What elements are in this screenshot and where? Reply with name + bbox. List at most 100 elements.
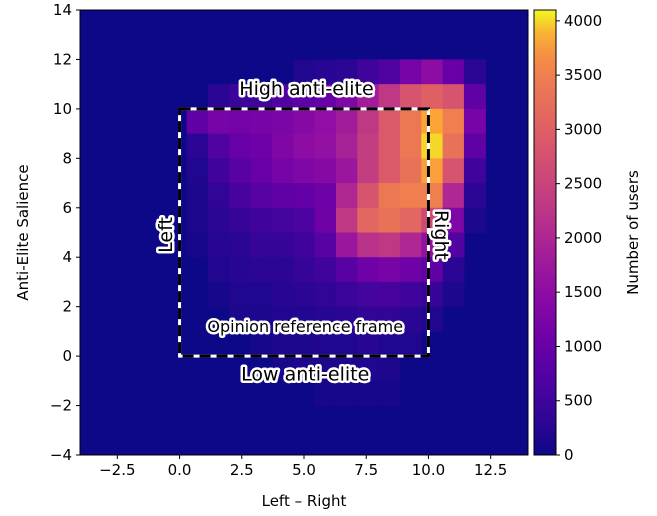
colorbar-tick-label: 3000 <box>564 120 602 138</box>
heatmap-cell <box>442 183 465 209</box>
heatmap-cell <box>250 232 273 258</box>
heatmap-cell <box>357 158 380 184</box>
heatmap-cell <box>335 84 358 110</box>
x-tick-label: −2.5 <box>99 461 135 479</box>
x-axis-ticks: −2.5 0.0 2.5 5.0 7.5 10.0 12.5 <box>99 455 507 479</box>
heatmap-cell <box>314 380 337 407</box>
heatmap-cell <box>378 133 401 159</box>
heatmap-cell <box>271 183 294 209</box>
heatmap-cell <box>250 133 273 159</box>
y-tick-label: 2 <box>62 298 72 316</box>
y-tick-label: 8 <box>62 149 72 167</box>
heatmap-cell <box>442 133 465 159</box>
heatmap-cell <box>378 306 401 332</box>
heatmap-cell <box>357 84 380 110</box>
heatmap-cell <box>399 207 422 234</box>
heatmap-cell <box>335 356 358 382</box>
heatmap-cell <box>293 158 316 184</box>
heatmap-cell <box>271 158 294 184</box>
heatmap-cell <box>335 108 358 135</box>
heatmap-cell <box>378 183 401 209</box>
heatmap-cell <box>399 232 422 258</box>
colorbar-tick-label: 2500 <box>564 175 602 193</box>
heatmap-cell <box>314 306 337 332</box>
heatmap-cell <box>335 257 358 283</box>
heatmap-cell <box>314 232 337 258</box>
heatmap-cell <box>293 108 316 135</box>
heatmap-cell <box>186 232 209 258</box>
heatmap-cell <box>271 232 294 258</box>
x-axis-label: Left – Right <box>262 492 347 510</box>
heatmap-cell <box>186 207 209 234</box>
heatmap-cell <box>271 108 294 135</box>
annotation-opinion-reference-frame-outline: Opinion reference frame <box>207 317 403 336</box>
heatmap-cell <box>399 257 422 283</box>
heatmap-cell <box>207 281 230 308</box>
x-tick-label: 2.5 <box>230 461 254 479</box>
heatmap-cell <box>421 257 444 283</box>
heatmap-cell <box>421 84 444 110</box>
heatmap-cell <box>463 108 486 135</box>
heatmap-cell <box>421 158 444 184</box>
heatmap-cell <box>442 232 465 258</box>
heatmap-cell <box>378 207 401 234</box>
heatmap-cell <box>335 158 358 184</box>
y-tick-label: 4 <box>62 248 72 266</box>
heatmap-cell <box>378 331 401 357</box>
heatmap-cell <box>335 59 358 85</box>
heatmap-cell <box>293 257 316 283</box>
annotation-high-anti-elite-outline: High anti-elite <box>239 78 373 100</box>
y-tick-label: 6 <box>62 199 72 217</box>
heatmap-cell <box>229 281 252 308</box>
y-axis-label: Anti-Elite Salience <box>14 164 32 300</box>
heatmap-cell <box>293 232 316 258</box>
heatmap-cell <box>250 158 273 184</box>
heatmap-cell <box>293 133 316 159</box>
heatmap-cell <box>293 183 316 209</box>
heatmap-cell <box>271 356 294 382</box>
heatmap-cell <box>357 183 380 209</box>
annotation-right: Right <box>430 210 452 260</box>
heatmap-cell <box>229 158 252 184</box>
heatmap-cell <box>271 133 294 159</box>
colorbar-tick-label: 3500 <box>564 66 602 84</box>
heatmap-cell <box>357 232 380 258</box>
heatmap-cell <box>399 306 422 332</box>
heatmap-cell <box>271 281 294 308</box>
heatmap-cell <box>314 158 337 184</box>
heatmap-cell <box>335 207 358 234</box>
colorbar-label: Number of users <box>624 170 642 295</box>
annotation-low-anti-elite: Low anti-elite <box>241 364 369 386</box>
y-axis-ticks: −4 −2 0 2 4 6 8 10 12 14 <box>50 1 80 464</box>
heatmap-cell <box>250 183 273 209</box>
heatmap-cell <box>314 281 337 308</box>
heatmap-cell <box>207 257 230 283</box>
y-tick-label: −4 <box>50 446 72 464</box>
heatmap-cell <box>399 59 422 85</box>
colorbar-ticks: 0 500 1000 1500 2000 2500 3000 3500 4000 <box>556 12 602 464</box>
heatmap-cell <box>207 158 230 184</box>
heatmap-cell <box>250 306 273 332</box>
heatmap-cell <box>357 380 380 407</box>
heatmap-cell <box>378 108 401 135</box>
heatmap-cell <box>207 183 230 209</box>
heatmap-cell <box>207 232 230 258</box>
heatmap-cell <box>357 108 380 135</box>
heatmap-cell <box>314 108 337 135</box>
heatmap-cell <box>207 84 230 110</box>
heatmap-cell <box>421 183 444 209</box>
annotation-right-outline: Right <box>430 210 452 260</box>
heatmap-cell <box>271 84 294 110</box>
x-tick-label: 10.0 <box>412 461 445 479</box>
heatmap-cell <box>378 356 401 382</box>
heatmap-cell <box>293 306 316 332</box>
y-tick-label: 10 <box>53 100 72 118</box>
colorbar-tick-label: 4000 <box>564 12 602 30</box>
heatmap-cell <box>463 207 486 234</box>
heatmap-cell <box>399 158 422 184</box>
heatmap-cell <box>229 133 252 159</box>
y-tick-label: 12 <box>53 50 72 68</box>
heatmap-cell <box>357 281 380 308</box>
